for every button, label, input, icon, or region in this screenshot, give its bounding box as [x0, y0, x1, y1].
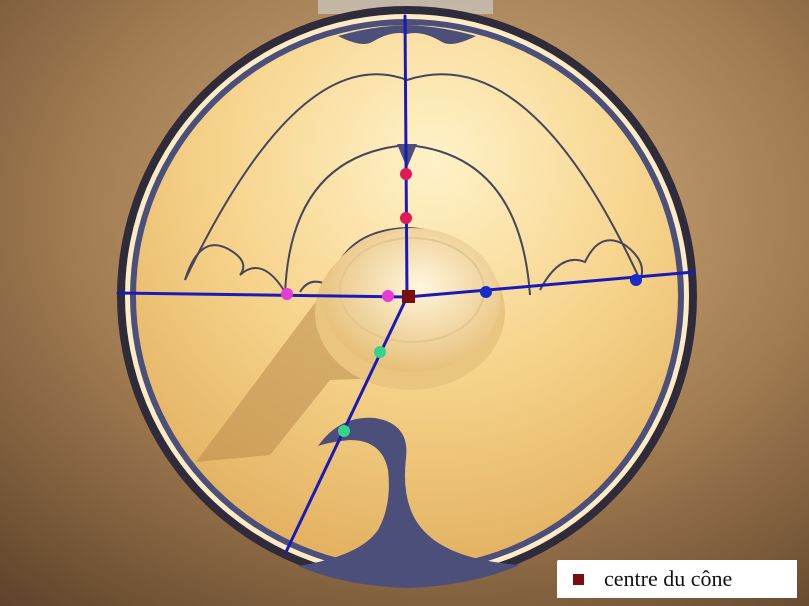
legend-label: centre du cône [604, 566, 733, 591]
construction-lines [116, 14, 696, 554]
marker-horizontal-left-2 [382, 290, 394, 302]
horizontal-left-line [116, 291, 409, 299]
legend-swatch [573, 573, 584, 585]
marker-horizontal-left-1 [281, 288, 293, 300]
marker-vertical-1 [400, 168, 412, 180]
horizontal-right-line [405, 270, 696, 299]
legend-box: centre du cône [557, 560, 797, 598]
diagonal-line [284, 295, 409, 554]
marker-horizontal-right-2 [630, 274, 642, 286]
bottom-tree-decoration [298, 417, 520, 588]
centre-marker [402, 290, 415, 303]
marker-horizontal-right-1 [480, 286, 492, 298]
marker-vertical-2 [400, 212, 412, 224]
vertical-axis-line [403, 14, 409, 299]
markers [281, 168, 642, 437]
marker-diagonal-1 [374, 346, 386, 358]
top-notch-decoration [338, 25, 476, 44]
marker-diagonal-2 [338, 425, 350, 437]
